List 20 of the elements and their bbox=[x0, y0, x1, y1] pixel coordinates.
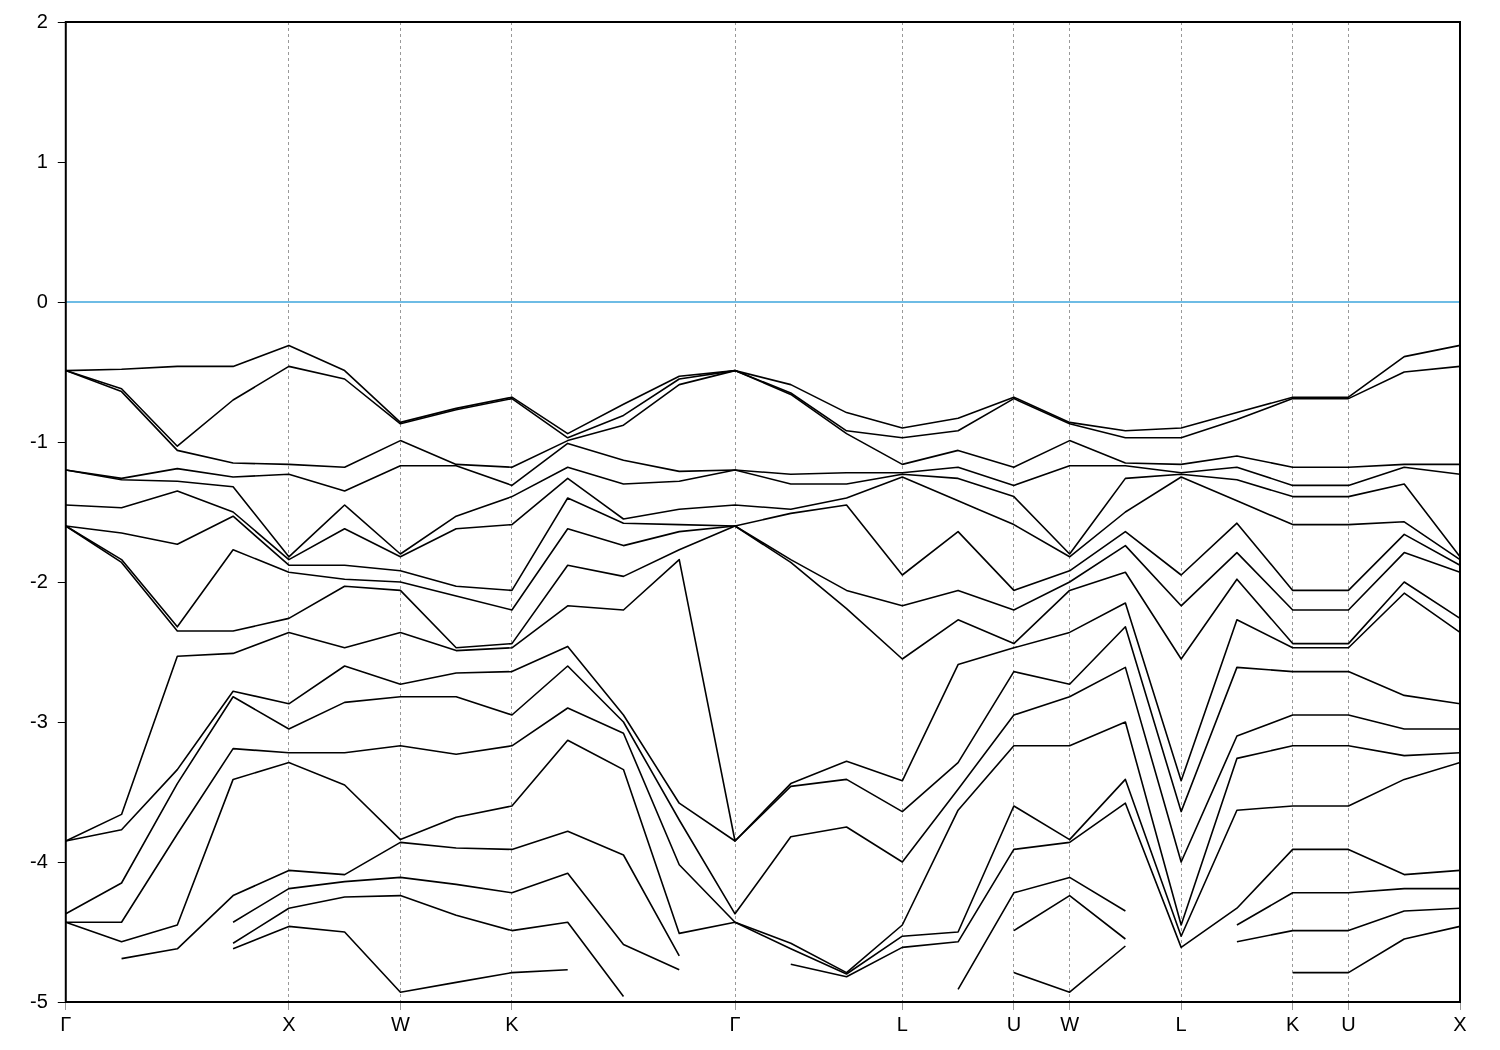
x-tick-label: K bbox=[1286, 1012, 1301, 1035]
y-tick-label: -2 bbox=[29, 569, 48, 592]
x-tick-label: Γ bbox=[729, 1012, 741, 1035]
x-tick-label: L bbox=[1175, 1012, 1187, 1035]
x-tick-label: W bbox=[1060, 1012, 1080, 1035]
x-tick-label: W bbox=[390, 1012, 410, 1035]
x-tick-label: U bbox=[1341, 1012, 1356, 1035]
y-tick-label: -1 bbox=[29, 429, 48, 452]
x-tick-label: Γ bbox=[60, 1012, 72, 1035]
x-tick-label: K bbox=[505, 1012, 520, 1035]
y-tick-label: 1 bbox=[36, 149, 48, 172]
y-tick-label: -4 bbox=[29, 849, 48, 872]
y-tick-label: 0 bbox=[36, 289, 48, 312]
x-tick-label: L bbox=[896, 1012, 908, 1035]
y-tick-label: -5 bbox=[29, 989, 48, 1012]
x-tick-label: X bbox=[1453, 1012, 1467, 1035]
y-tick-label: 2 bbox=[36, 9, 48, 32]
x-tick-label: X bbox=[282, 1012, 296, 1035]
x-tick-label: U bbox=[1006, 1012, 1022, 1035]
y-tick-label: -3 bbox=[29, 709, 48, 732]
